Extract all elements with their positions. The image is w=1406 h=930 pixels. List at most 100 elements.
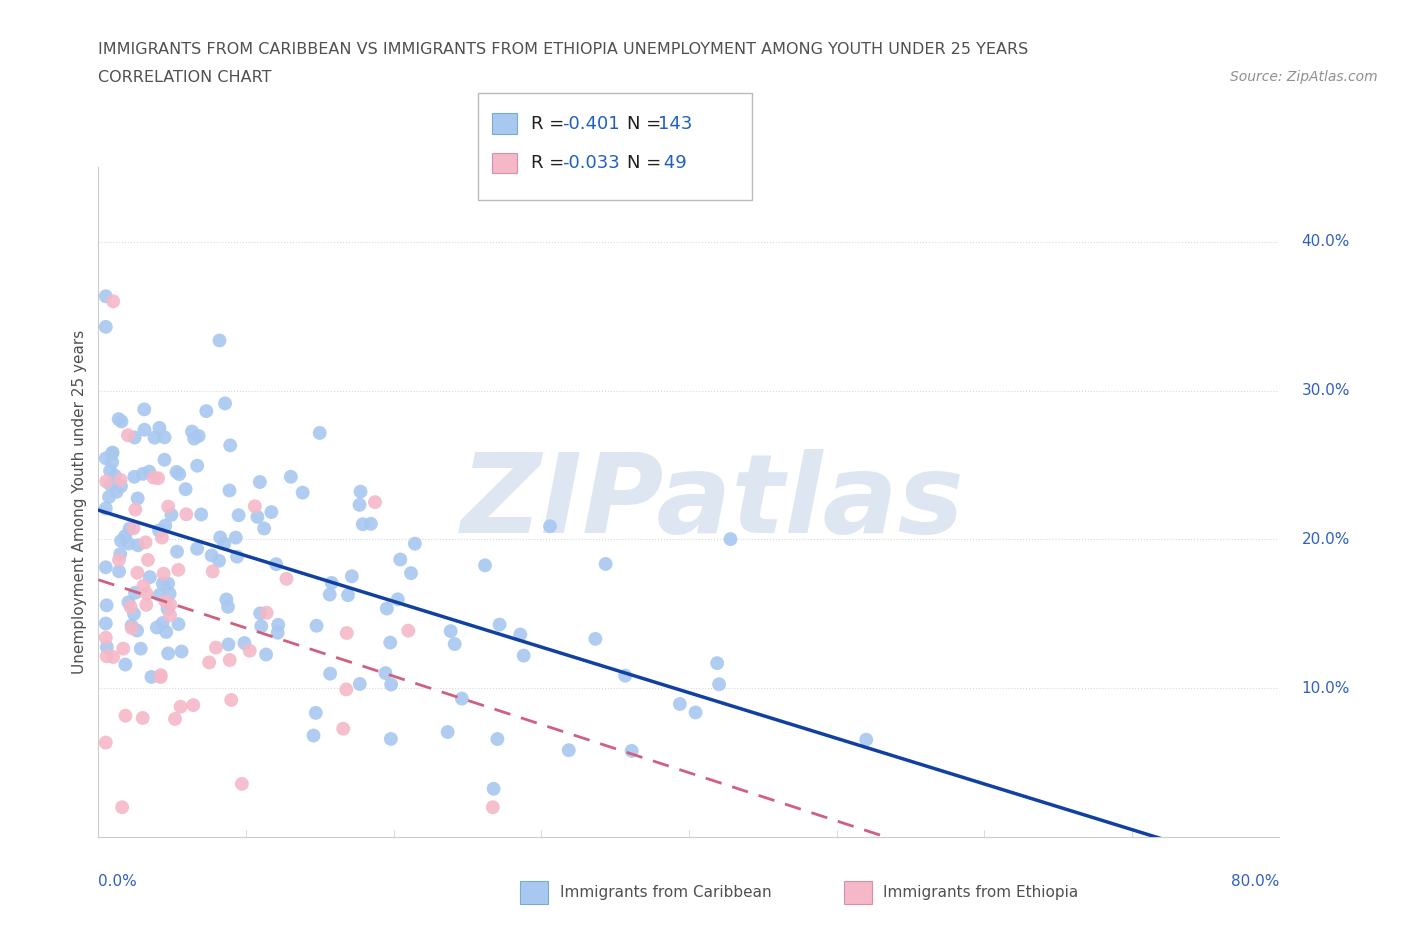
Point [218, 653, 240, 668]
Point [319, 587, 342, 602]
Point [488, 618, 510, 632]
Point [305, 618, 328, 633]
Point [266, 625, 288, 640]
Point [124, 470, 146, 485]
Point [134, 402, 156, 417]
Point [538, 519, 561, 534]
Text: -0.033: -0.033 [562, 153, 620, 172]
Point [214, 537, 236, 551]
Point [208, 333, 231, 348]
Point [157, 499, 180, 514]
Point [336, 626, 359, 641]
Point [595, 556, 617, 571]
Point [276, 571, 298, 586]
Y-axis label: Unemployment Among Youth under 25 years: Unemployment Among Youth under 25 years [72, 330, 87, 674]
Point [250, 618, 273, 633]
Point [256, 605, 278, 620]
Point [157, 646, 180, 661]
Point [121, 618, 143, 633]
Point [209, 530, 232, 545]
Point [132, 578, 155, 593]
Point [349, 676, 371, 691]
Point [122, 521, 145, 536]
Point [195, 404, 218, 418]
Point [122, 606, 145, 621]
Point [305, 705, 328, 720]
Point [120, 600, 142, 615]
Point [159, 597, 181, 612]
Point [321, 576, 343, 591]
Point [380, 677, 402, 692]
Point [375, 601, 398, 616]
Point [127, 565, 149, 580]
Point [114, 709, 136, 724]
Point [155, 625, 177, 640]
Point [509, 627, 531, 642]
Point [134, 422, 156, 437]
Point [387, 591, 409, 606]
Text: IMMIGRANTS FROM CARIBBEAN VS IMMIGRANTS FROM ETHIOPIA UNEMPLOYMENT AMONG YOUTH U: IMMIGRANTS FROM CARIBBEAN VS IMMIGRANTS … [98, 42, 1029, 57]
Point [127, 491, 149, 506]
Point [170, 644, 193, 659]
Point [110, 472, 132, 487]
Point [319, 666, 342, 681]
Point [219, 438, 242, 453]
Text: 40.0%: 40.0% [1302, 234, 1350, 249]
Text: 0.0%: 0.0% [98, 874, 138, 889]
Point [110, 547, 132, 562]
Point [94, 631, 117, 645]
Point [349, 498, 371, 512]
Point [219, 693, 242, 708]
Point [110, 414, 132, 429]
Point [124, 430, 146, 445]
Point [153, 430, 176, 445]
Point [159, 608, 181, 623]
Point [720, 532, 742, 547]
Point [620, 743, 643, 758]
Point [380, 635, 402, 650]
Point [94, 501, 117, 516]
Point [135, 597, 157, 612]
Point [706, 656, 728, 671]
Point [450, 691, 472, 706]
Point [217, 637, 239, 652]
Point [134, 535, 156, 550]
Point [352, 517, 374, 532]
Point [225, 530, 247, 545]
Point [486, 732, 509, 747]
Point [340, 569, 363, 584]
Text: 143: 143 [658, 114, 692, 133]
Point [163, 711, 186, 726]
Point [149, 588, 172, 603]
Point [118, 521, 141, 536]
Point [436, 724, 458, 739]
Point [187, 429, 209, 444]
Point [217, 600, 239, 615]
Point [260, 505, 283, 520]
Point [160, 508, 183, 523]
Point [125, 623, 148, 638]
Point [107, 412, 129, 427]
Point [399, 565, 422, 580]
Point [129, 641, 152, 656]
Point [167, 467, 190, 482]
Point [302, 728, 325, 743]
Point [291, 485, 314, 500]
Point [685, 705, 707, 720]
Point [157, 577, 180, 591]
Point [169, 699, 191, 714]
Point [104, 468, 127, 483]
Point [94, 474, 117, 489]
Point [669, 697, 692, 711]
Point [707, 677, 730, 692]
Point [150, 530, 173, 545]
Text: N =: N = [627, 114, 666, 133]
Point [159, 586, 181, 601]
Point [243, 498, 266, 513]
Point [186, 541, 208, 556]
Point [98, 489, 121, 504]
Point [174, 507, 197, 522]
Point [149, 670, 172, 684]
Point [389, 552, 412, 567]
Point [124, 502, 146, 517]
